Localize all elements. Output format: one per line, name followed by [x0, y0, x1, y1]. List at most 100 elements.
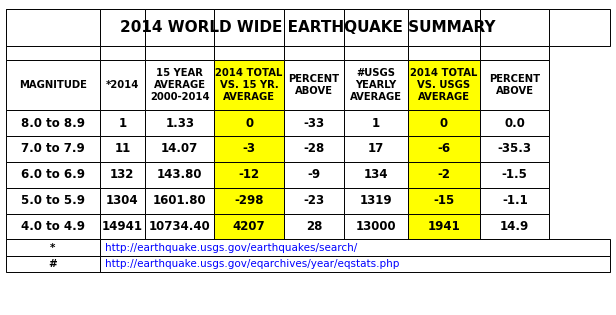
Bar: [284, 162, 344, 188]
Text: 1304: 1304: [106, 194, 139, 207]
Text: *2014: *2014: [106, 80, 139, 90]
Bar: [284, 188, 344, 214]
Text: -3: -3: [243, 142, 256, 156]
Bar: [214, 46, 284, 60]
Text: 10734.40: 10734.40: [149, 220, 211, 233]
Text: 2014 WORLD WIDE EARTHQUAKE SUMMARY: 2014 WORLD WIDE EARTHQUAKE SUMMARY: [120, 20, 496, 35]
Bar: [344, 9, 408, 46]
Bar: [408, 214, 480, 239]
Bar: [6, 46, 100, 60]
Bar: [480, 136, 549, 162]
Text: -12: -12: [238, 168, 260, 181]
Bar: [145, 60, 214, 110]
Bar: [145, 214, 214, 239]
Bar: [6, 256, 100, 272]
Text: 5.0 to 5.9: 5.0 to 5.9: [21, 194, 85, 207]
Bar: [100, 239, 610, 256]
Bar: [6, 9, 100, 46]
Text: MAGNITUDE: MAGNITUDE: [19, 80, 87, 90]
Text: #USGS
YEARLY
AVERAGE: #USGS YEARLY AVERAGE: [350, 68, 402, 102]
Bar: [145, 162, 214, 188]
Bar: [214, 136, 284, 162]
Text: 28: 28: [306, 220, 322, 233]
Bar: [145, 136, 214, 162]
Bar: [6, 110, 100, 136]
Text: 0: 0: [245, 117, 253, 130]
Text: -35.3: -35.3: [498, 142, 532, 156]
Text: -2: -2: [437, 168, 450, 181]
Bar: [344, 46, 408, 60]
Bar: [344, 188, 408, 214]
Bar: [344, 110, 408, 136]
Text: -33: -33: [304, 117, 325, 130]
Text: 2014 TOTAL
VS. 15 YR.
AVERAGE: 2014 TOTAL VS. 15 YR. AVERAGE: [216, 68, 283, 102]
Text: 1601.80: 1601.80: [153, 194, 206, 207]
Text: -23: -23: [304, 194, 325, 207]
Bar: [284, 110, 344, 136]
Text: 134: 134: [363, 168, 388, 181]
Text: -15: -15: [433, 194, 455, 207]
Text: 1: 1: [118, 117, 126, 130]
Bar: [100, 110, 145, 136]
Bar: [480, 162, 549, 188]
Bar: [214, 9, 284, 46]
Bar: [100, 9, 145, 46]
Bar: [100, 162, 145, 188]
Text: 4.0 to 4.9: 4.0 to 4.9: [21, 220, 85, 233]
Bar: [100, 136, 145, 162]
Bar: [214, 110, 284, 136]
Text: -6: -6: [437, 142, 450, 156]
Text: 4207: 4207: [233, 220, 265, 233]
Text: -1.5: -1.5: [502, 168, 528, 181]
Bar: [6, 9, 610, 46]
Text: 143.80: 143.80: [157, 168, 203, 181]
Bar: [344, 136, 408, 162]
Bar: [344, 60, 408, 110]
Text: 8.0 to 8.9: 8.0 to 8.9: [21, 117, 85, 130]
Text: 1319: 1319: [360, 194, 392, 207]
Bar: [480, 60, 549, 110]
Text: 2014 TOTAL
VS. USGS
AVERAGE: 2014 TOTAL VS. USGS AVERAGE: [410, 68, 477, 102]
Bar: [480, 46, 549, 60]
Text: 14.9: 14.9: [500, 220, 529, 233]
Text: 14.07: 14.07: [161, 142, 198, 156]
Text: PERCENT
ABOVE: PERCENT ABOVE: [288, 74, 339, 96]
Bar: [214, 188, 284, 214]
Text: 1: 1: [372, 117, 380, 130]
Text: -9: -9: [307, 168, 320, 181]
Text: *: *: [51, 243, 55, 253]
Bar: [214, 214, 284, 239]
Text: 7.0 to 7.9: 7.0 to 7.9: [21, 142, 85, 156]
Bar: [480, 9, 549, 46]
Text: 0: 0: [440, 117, 448, 130]
Bar: [408, 162, 480, 188]
Bar: [100, 214, 145, 239]
Bar: [408, 46, 480, 60]
Bar: [408, 60, 480, 110]
Bar: [100, 46, 145, 60]
Bar: [480, 110, 549, 136]
Bar: [100, 256, 610, 272]
Bar: [6, 239, 100, 256]
Text: 13000: 13000: [355, 220, 396, 233]
Text: #: #: [49, 259, 57, 269]
Bar: [145, 188, 214, 214]
Bar: [214, 162, 284, 188]
Bar: [145, 110, 214, 136]
Text: 6.0 to 6.9: 6.0 to 6.9: [21, 168, 85, 181]
Text: 15 YEAR
AVERAGE
2000-2014: 15 YEAR AVERAGE 2000-2014: [150, 68, 209, 102]
Bar: [480, 188, 549, 214]
Bar: [408, 9, 480, 46]
Bar: [100, 60, 145, 110]
Text: 11: 11: [114, 142, 131, 156]
Bar: [480, 214, 549, 239]
Bar: [344, 214, 408, 239]
Bar: [344, 162, 408, 188]
Bar: [408, 110, 480, 136]
Bar: [6, 60, 100, 110]
Text: 1941: 1941: [428, 220, 460, 233]
Text: -1.1: -1.1: [502, 194, 528, 207]
Text: http://earthquake.usgs.gov/earthquakes/search/: http://earthquake.usgs.gov/earthquakes/s…: [105, 243, 357, 253]
Text: PERCENT
ABOVE: PERCENT ABOVE: [489, 74, 540, 96]
Bar: [284, 60, 344, 110]
